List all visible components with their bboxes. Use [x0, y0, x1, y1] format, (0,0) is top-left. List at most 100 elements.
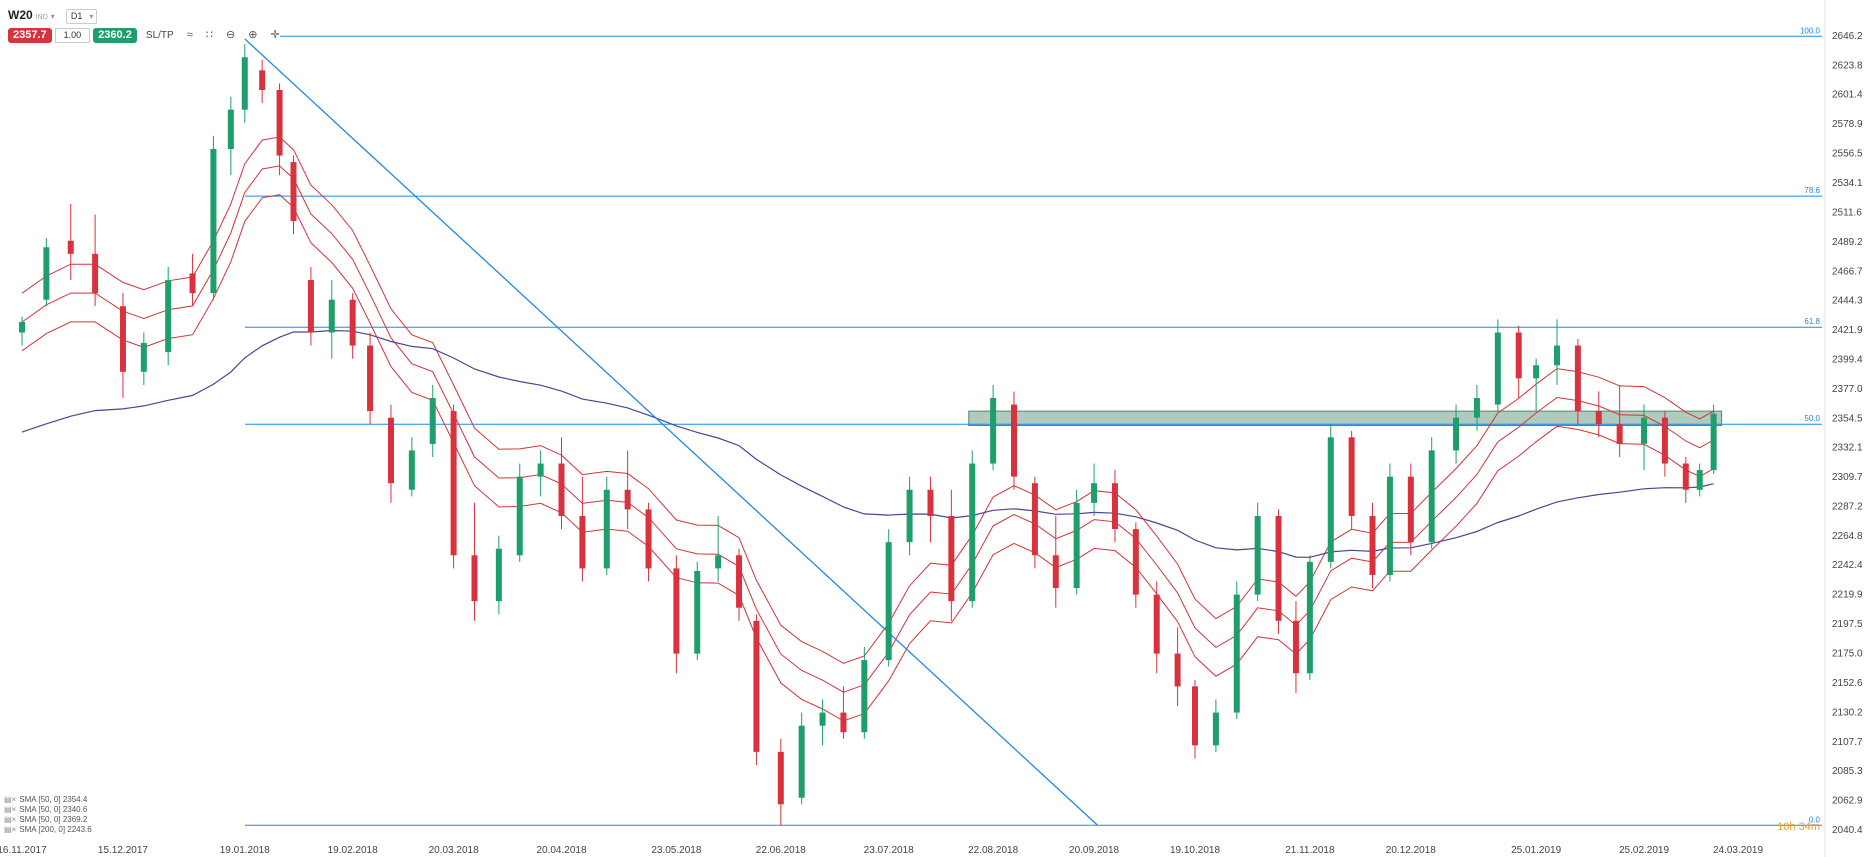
candle [990, 384, 997, 471]
zoom-out-icon[interactable]: ⊖ [225, 29, 236, 41]
indicator-settings-icon[interactable]: ▤× [4, 825, 17, 834]
sltp-button[interactable]: SL/TP [145, 30, 174, 41]
candle [1348, 430, 1355, 530]
fib-level-label: 0.0 [1809, 815, 1821, 824]
legend-item[interactable]: ▤× SMA [50, 0] 2369.2 [4, 815, 92, 825]
x-tick-label: 21.11.2018 [1285, 845, 1335, 856]
candle-body [367, 345, 374, 412]
time-axis[interactable]: 16.11.2017 15.12.2017 19.01.2018 19.02.2018… [0, 845, 1763, 856]
candle-body [1031, 483, 1038, 556]
candle [189, 253, 196, 307]
candle [1533, 358, 1540, 412]
candle [1132, 522, 1139, 608]
legend-item[interactable]: ▤× SMA [200, 0] 2243.6 [4, 825, 92, 835]
candle [558, 437, 565, 530]
chevron-down-icon[interactable]: ▾ [50, 12, 55, 21]
candle [1275, 509, 1282, 634]
candle [43, 238, 50, 307]
candle [1407, 463, 1414, 556]
zoom-in-icon[interactable]: ⊕ [248, 29, 258, 41]
candle-body [537, 463, 544, 477]
y-tick-label: 2197.5 [1832, 619, 1863, 630]
y-tick-label: 2511.6 [1832, 207, 1862, 218]
y-tick-label: 2152.6 [1832, 678, 1863, 689]
candle [1111, 470, 1118, 543]
candle [624, 450, 631, 530]
legend-item[interactable]: ▤× SMA [50, 0] 2340.6 [4, 805, 92, 815]
candle [1369, 502, 1376, 589]
candle-body [189, 273, 196, 294]
candle-body [43, 247, 50, 300]
candle-body [1174, 653, 1181, 687]
candle [349, 293, 356, 359]
buy-button[interactable]: 2360.2 [93, 28, 137, 43]
candle-body [227, 109, 234, 149]
candle-body [990, 398, 997, 464]
candle [1192, 679, 1199, 759]
candle-body [1533, 365, 1540, 379]
fib-level-label: 100.0 [1800, 26, 1821, 35]
candle-body [1369, 515, 1376, 575]
candle [753, 614, 760, 765]
candle-body [387, 417, 394, 484]
candles-icon[interactable]: ∷ [205, 29, 213, 41]
trendline[interactable] [244, 38, 1098, 826]
candle [777, 738, 784, 826]
fib-level-label: 78.6 [1804, 186, 1820, 195]
symbol-name[interactable]: W20 [8, 8, 33, 22]
x-tick-label: 25.01.2019 [1511, 845, 1561, 856]
candles [19, 44, 1717, 826]
candle [367, 332, 374, 425]
fibonacci-levels[interactable]: 100.0 78.6 61.8 50.0 0.0 [245, 26, 1822, 826]
indicator-settings-icon[interactable]: ▤× [4, 805, 17, 814]
candle-body [140, 342, 147, 372]
indicator-settings-icon[interactable]: ▤× [4, 815, 17, 824]
volume-input[interactable]: 1.00 [54, 28, 91, 43]
candle-body [927, 489, 934, 516]
sma-200-line [21, 329, 1714, 558]
candle [948, 489, 955, 621]
zone-rect[interactable] [968, 410, 1723, 427]
candle-body [694, 571, 701, 654]
candle-body [1595, 411, 1602, 425]
candle [387, 404, 394, 503]
candle-body [1710, 413, 1717, 471]
legend-label: SMA [50, 0] 2369.2 [19, 815, 88, 824]
candle [1153, 581, 1160, 674]
candle [1574, 339, 1581, 425]
sell-button[interactable]: 2357.7 [8, 28, 52, 43]
candle [241, 44, 248, 123]
candle [1710, 404, 1717, 475]
candle-body [736, 555, 743, 608]
candle-body [645, 509, 652, 569]
price-axis[interactable]: 2646.2 2623.8 2601.4 2578.9 2556.5 2534.1 2511… [1832, 31, 1863, 836]
crosshair-icon[interactable]: ✛ [270, 29, 280, 41]
line-chart-icon[interactable]: ≈ [186, 29, 193, 41]
candle [673, 555, 680, 674]
candle [67, 204, 74, 281]
y-tick-label: 2264.8 [1832, 531, 1863, 542]
trendline-layer[interactable] [244, 38, 1098, 826]
y-tick-label: 2242.4 [1832, 560, 1863, 571]
candle-body [1254, 515, 1261, 595]
x-tick-label: 23.07.2018 [864, 845, 914, 856]
candle-body [1192, 686, 1199, 746]
candle-body [969, 463, 976, 602]
timeframe-select[interactable]: D1 [65, 9, 98, 24]
x-tick-label: 23.05.2018 [651, 845, 701, 856]
y-tick-label: 2534.1 [1832, 178, 1863, 189]
candle-body [948, 515, 955, 602]
candle-body [349, 299, 356, 346]
indicator-settings-icon[interactable]: ▤× [4, 795, 17, 804]
x-tick-label: 16.11.2017 [0, 845, 47, 856]
candle [408, 437, 415, 497]
y-tick-label: 2489.2 [1832, 237, 1863, 248]
legend-item[interactable]: ▤× SMA [50, 0] 2354.4 [4, 795, 92, 805]
candle [1428, 437, 1435, 549]
candle-body [1473, 398, 1480, 418]
resistance-zone[interactable] [968, 410, 1723, 427]
candle-body [1052, 555, 1059, 589]
candle-body [241, 57, 248, 110]
